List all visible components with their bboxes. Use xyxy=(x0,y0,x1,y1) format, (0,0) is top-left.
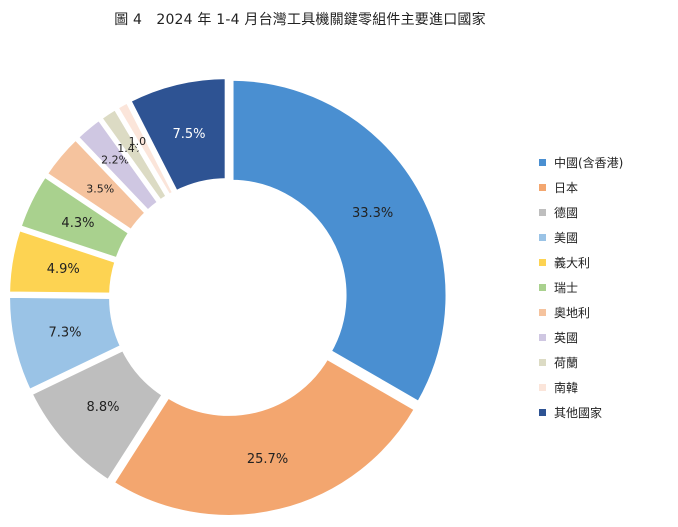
legend-label: 日本 xyxy=(554,181,579,195)
data-label-2: 8.8% xyxy=(86,400,119,415)
legend-label: 德國 xyxy=(554,206,579,220)
legend-label: 其他國家 xyxy=(554,406,603,420)
legend-item: 中國(含香港) xyxy=(539,150,623,175)
legend-swatch xyxy=(539,234,546,241)
legend-label: 奧地利 xyxy=(554,306,591,320)
legend-swatch xyxy=(539,209,546,216)
legend-item: 德國 xyxy=(539,200,623,225)
data-label-0: 33.3% xyxy=(352,206,393,221)
legend-item: 其他國家 xyxy=(539,400,623,425)
legend-label: 美國 xyxy=(554,231,579,245)
data-label-4: 4.9% xyxy=(47,262,80,277)
legend-item: 美國 xyxy=(539,225,623,250)
legend-swatch xyxy=(539,334,546,341)
legend-item: 南韓 xyxy=(539,375,623,400)
chart-legend: 中國(含香港) 日本德國美國義大利瑞士奧地利英國荷蘭南韓其他國家 xyxy=(539,150,623,425)
slice-10 xyxy=(126,74,230,196)
legend-swatch xyxy=(539,359,546,366)
data-label-7: 2.2% xyxy=(101,154,129,167)
legend-swatch xyxy=(539,384,546,391)
slice-0 xyxy=(228,75,451,407)
data-label-6: 3.5% xyxy=(86,182,114,195)
legend-swatch xyxy=(539,259,546,266)
legend-swatch xyxy=(539,284,546,291)
legend-item: 奧地利 xyxy=(539,300,623,325)
legend-swatch xyxy=(539,159,546,166)
legend-swatch xyxy=(539,409,546,416)
chart-title: 圖 4 2024 年 1-4 月台灣工具機關鍵零組件主要進口國家 xyxy=(114,12,486,28)
legend-swatch xyxy=(539,309,546,316)
legend-item: 英國 xyxy=(539,325,623,350)
legend-item: 義大利 xyxy=(539,250,623,275)
legend-label: 英國 xyxy=(554,331,579,345)
legend-label: 瑞士 xyxy=(554,281,579,295)
legend-item: 荷蘭 xyxy=(539,350,623,375)
legend-label: 中國(含香港) xyxy=(554,156,624,170)
data-label-3: 7.3% xyxy=(48,326,81,341)
legend-label: 荷蘭 xyxy=(554,356,579,370)
legend-item: 日本 xyxy=(539,175,623,200)
legend-label: 南韓 xyxy=(554,381,579,395)
legend-item: 瑞士 xyxy=(539,275,623,300)
legend-swatch xyxy=(539,184,546,191)
data-label-10: 7.5% xyxy=(172,127,205,142)
data-label-5: 4.3% xyxy=(61,216,94,231)
legend-label: 義大利 xyxy=(554,256,591,270)
data-label-1: 25.7% xyxy=(247,452,288,467)
slice-1 xyxy=(109,354,420,520)
